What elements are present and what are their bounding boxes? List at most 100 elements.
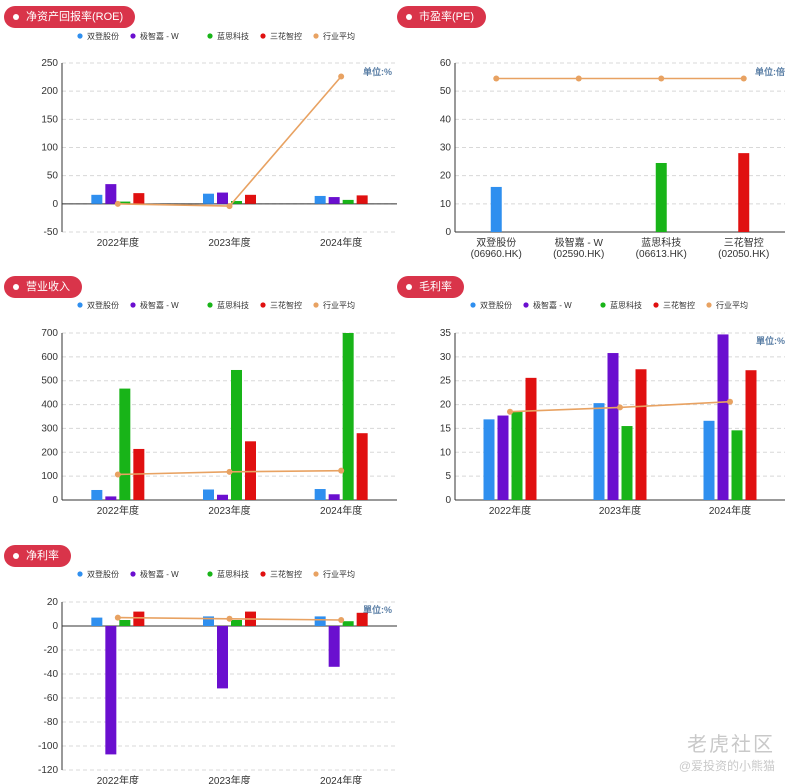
title-net: 净利率: [4, 545, 71, 567]
bar: [483, 419, 495, 500]
bar: [314, 195, 326, 204]
bar: [525, 377, 537, 500]
y-tick-label: 20: [47, 597, 59, 608]
x-tick-label-line: (06613.HK): [636, 249, 687, 260]
average-point: [658, 75, 665, 82]
legend-dot: [207, 33, 213, 39]
x-tick-label-line: 2022年度: [97, 504, 139, 517]
x-tick-label: 三花智控(02050.HK): [718, 236, 769, 260]
legend-label: 行业平均: [323, 300, 355, 310]
y-tick-label: 0: [445, 495, 451, 506]
y-tick-label: 400: [41, 400, 58, 411]
legend-label: 双登股份: [87, 31, 119, 41]
legend-dot: [207, 571, 213, 577]
bar: [342, 199, 354, 204]
legend-dot: [706, 302, 712, 308]
bar: [231, 620, 242, 626]
y-tick-label: 100: [41, 143, 58, 154]
legend-label: 双登股份: [480, 300, 512, 310]
x-tick-label-line: (02050.HK): [718, 249, 769, 260]
average-point: [338, 617, 345, 623]
legend-dot: [130, 571, 136, 577]
title-roe: 净资产回报率(ROE): [4, 6, 136, 28]
average-point: [575, 75, 582, 82]
bar: [511, 411, 523, 500]
legend-label: 双登股份: [87, 569, 119, 579]
average-point: [114, 614, 121, 621]
x-tick-label: 2023年度: [599, 504, 641, 517]
legend-label: 双登股份: [87, 300, 119, 310]
y-tick-label: 5: [445, 471, 451, 482]
y-tick-label: -80: [44, 717, 59, 728]
bar: [91, 489, 103, 500]
x-tick-label: 2023年度: [208, 236, 250, 249]
legend-label: 三花智控: [663, 300, 695, 310]
bar: [497, 415, 509, 500]
bar: [245, 194, 256, 204]
bar: [91, 194, 103, 204]
title-revenue: 营业收入: [4, 276, 82, 298]
average-point: [226, 203, 233, 210]
bar: [231, 201, 242, 204]
x-tick-label-line: 2022年度: [489, 504, 531, 517]
bar: [105, 184, 117, 204]
x-tick-label-line: 2023年度: [208, 504, 250, 517]
y-tick-label: -100: [38, 741, 58, 752]
legend-dot: [130, 302, 136, 308]
legend-dot: [313, 33, 319, 39]
legend-dot: [77, 571, 83, 577]
x-tick-label-line: 双登股份: [476, 236, 516, 249]
legend-label: 三花智控: [270, 31, 302, 41]
bar: [217, 494, 228, 500]
x-tick-label-line: (06960.HK): [471, 249, 522, 260]
y-tick-label: 50: [440, 86, 452, 97]
bar: [203, 616, 214, 626]
y-tick-label: 30: [440, 143, 452, 154]
bar: [119, 201, 131, 204]
title-gross: 毛利率: [397, 276, 464, 298]
y-tick-label: 40: [440, 114, 452, 125]
legend-dot: [600, 302, 606, 308]
bar: [745, 370, 757, 500]
unit-label: 单位:倍: [755, 66, 785, 77]
unit-label: 單位:%: [363, 604, 392, 615]
average-point: [617, 404, 623, 411]
y-tick-label: 35: [440, 328, 452, 339]
bar: [621, 426, 633, 500]
bar: [217, 192, 228, 204]
legend-label: 行业平均: [323, 569, 355, 579]
average-line: [117, 75, 342, 207]
x-tick-label: 2022年度: [97, 774, 139, 784]
x-tick-label-line: 2022年度: [97, 236, 139, 249]
x-tick-label: 2024年度: [320, 504, 362, 517]
average-point: [727, 398, 733, 405]
y-tick-label: 200: [41, 86, 58, 97]
bar: [91, 617, 103, 626]
bar: [119, 620, 131, 626]
x-tick-label: 2023年度: [208, 504, 250, 517]
y-tick-label: -60: [44, 693, 59, 704]
y-tick-label: 10: [440, 447, 452, 458]
bar: [703, 420, 715, 500]
bar: [203, 489, 214, 500]
panel-roe: 净资产回报率(ROE) 双登股份 极智嘉 - W 蓝思科技 三花智控 行业平均 单位:% -…: [0, 0, 400, 258]
bar: [133, 193, 145, 204]
bar: [133, 611, 145, 626]
x-tick-label-line: 2024年度: [320, 774, 362, 784]
bar: [356, 195, 368, 204]
bar: [203, 193, 214, 204]
legend-label: 极智嘉 - W: [140, 300, 179, 310]
bar: [593, 403, 605, 500]
x-tick-label-line: 三花智控: [724, 236, 764, 249]
y-tick-label: 15: [440, 423, 452, 434]
legend-label: 蓝思科技: [217, 569, 249, 579]
y-tick-label: 60: [440, 58, 452, 69]
bar: [231, 369, 242, 500]
legend-dot: [77, 33, 83, 39]
watermark: 老虎社区 @爱投资的小熊猫: [679, 728, 775, 774]
y-tick-label: 20: [440, 400, 452, 411]
chart-revenue: 双登股份 极智嘉 - W 蓝思科技 三花智控 行业平均 0 100 200 300 400 500 6…: [41, 300, 397, 517]
average-point: [338, 73, 345, 80]
x-tick-label: 2024年度: [709, 504, 751, 517]
